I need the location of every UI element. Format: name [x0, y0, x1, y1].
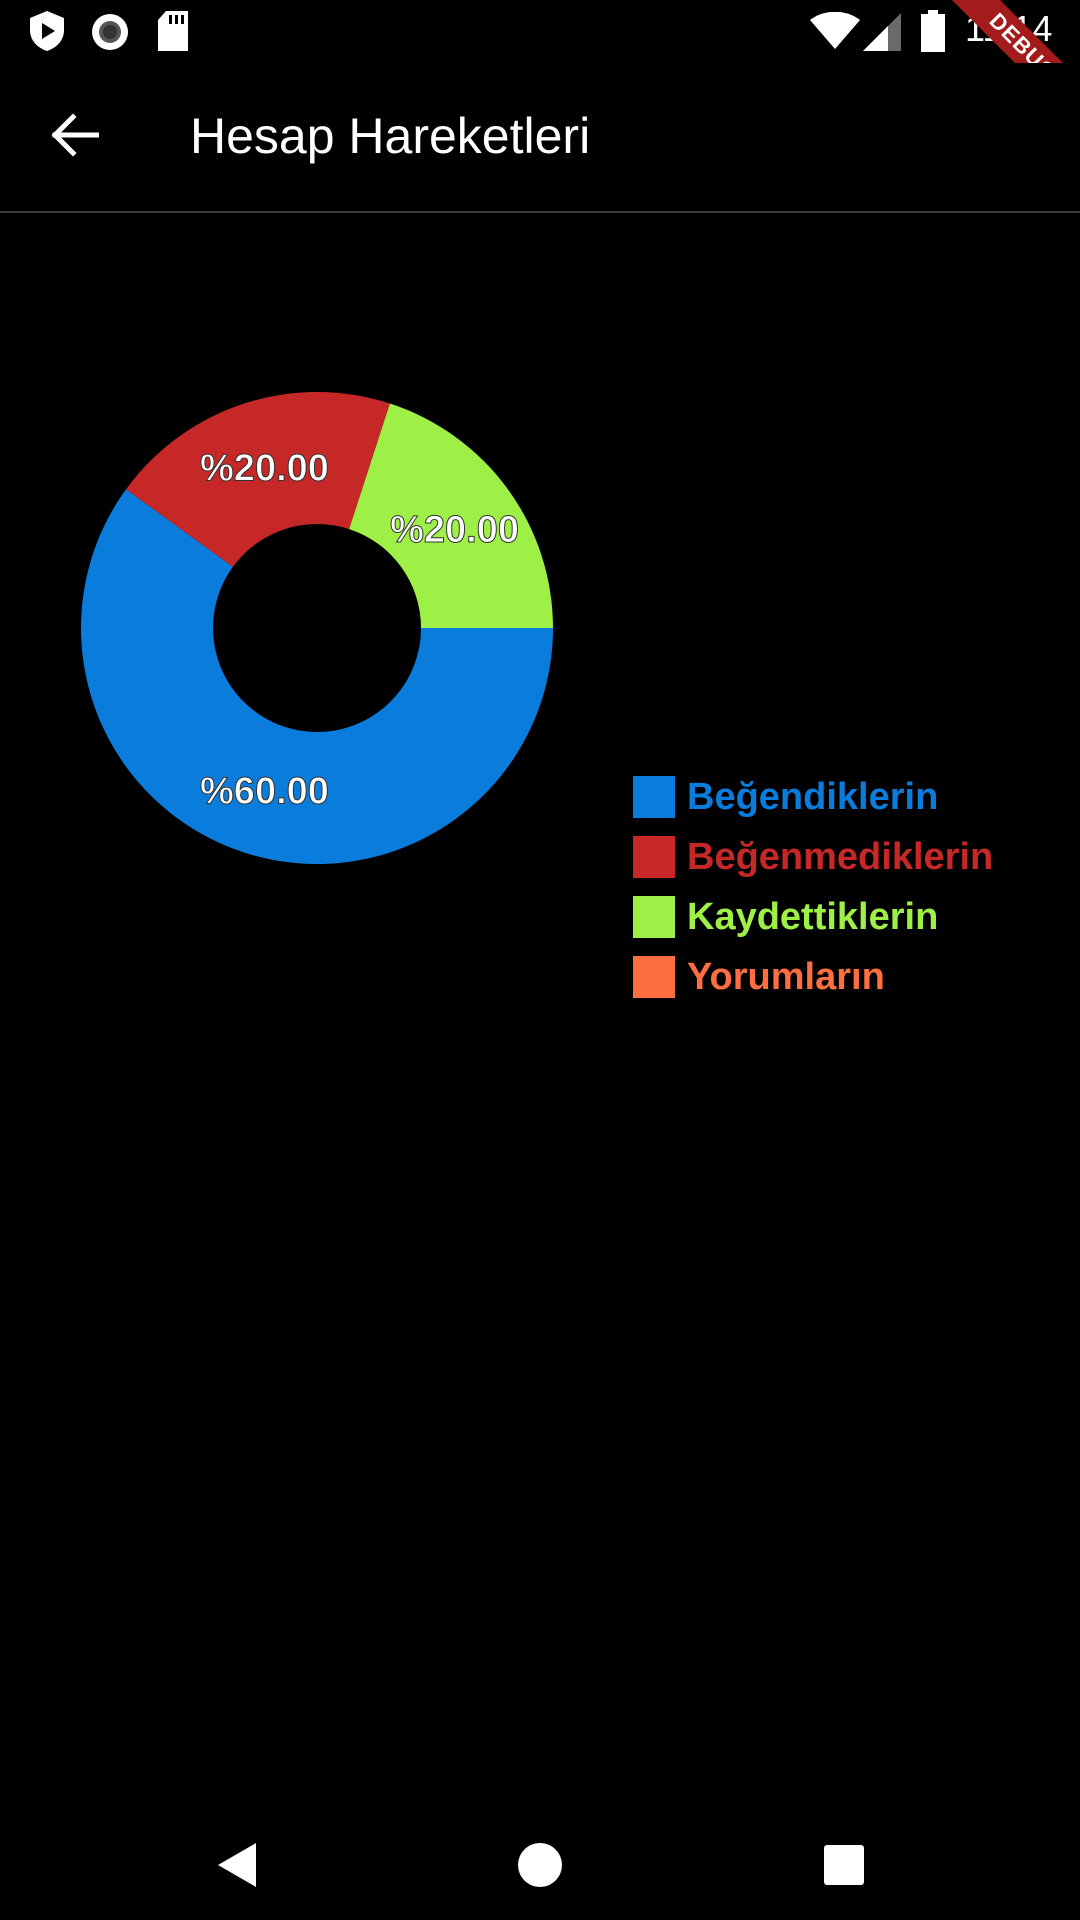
slice-label-begenmediklerin: %20.00	[200, 447, 329, 489]
legend-label: Beğenmediklerin	[687, 835, 994, 878]
nav-home-button[interactable]	[510, 1835, 570, 1895]
back-triangle-icon	[218, 1843, 256, 1887]
legend-item-begendiklerin: Beğendiklerin	[633, 767, 993, 827]
slice-begenmediklerin	[126, 392, 390, 567]
donut-chart: %60.00 %20.00 %20.00	[80, 392, 553, 865]
legend-item-kaydettiklerin: Kaydettiklerin	[633, 887, 993, 947]
legend-label: Kaydettiklerin	[687, 895, 939, 938]
sd-card-icon	[158, 11, 188, 51]
slice-begendiklerin	[80, 489, 553, 865]
legend-item-yorumlarin: Yorumların	[633, 947, 993, 1007]
wifi-icon	[810, 12, 860, 49]
legend-label: Beğendiklerin	[687, 775, 939, 818]
legend-item-begenmediklerin: Beğenmediklerin	[633, 827, 993, 887]
play-protect-icon	[30, 11, 64, 51]
legend-swatch	[633, 776, 675, 818]
status-bar: 11:14	[0, 0, 1080, 63]
status-time: 11:14	[965, 8, 1053, 49]
nav-recents-button[interactable]	[814, 1835, 874, 1895]
back-button[interactable]	[38, 99, 110, 171]
battery-icon	[921, 10, 945, 52]
slice-label-kaydettiklerin: %20.00	[390, 509, 519, 551]
record-icon	[92, 14, 128, 50]
recents-square-icon	[824, 1845, 864, 1885]
legend-swatch	[633, 896, 675, 938]
page-title: Hesap Hareketleri	[190, 108, 591, 164]
legend-swatch	[633, 956, 675, 998]
nav-back-button[interactable]	[208, 1835, 268, 1895]
legend-swatch	[633, 836, 675, 878]
chart-area: %60.00 %20.00 %20.00 Beğendiklerin Beğenmed…	[0, 213, 1080, 1813]
nav-bar	[0, 1807, 1080, 1920]
arrow-back-icon	[51, 113, 99, 157]
chart-legend: Beğendiklerin Beğenmediklerin Kaydettikler…	[633, 767, 993, 1007]
legend-label: Yorumların	[687, 955, 885, 998]
slice-kaydettiklerin	[349, 403, 553, 628]
signal-icon	[863, 13, 901, 51]
slice-label-begendiklerin: %60.00	[200, 771, 329, 813]
home-circle-icon	[518, 1843, 562, 1887]
app-bar: Hesap Hareketleri	[0, 63, 1080, 213]
